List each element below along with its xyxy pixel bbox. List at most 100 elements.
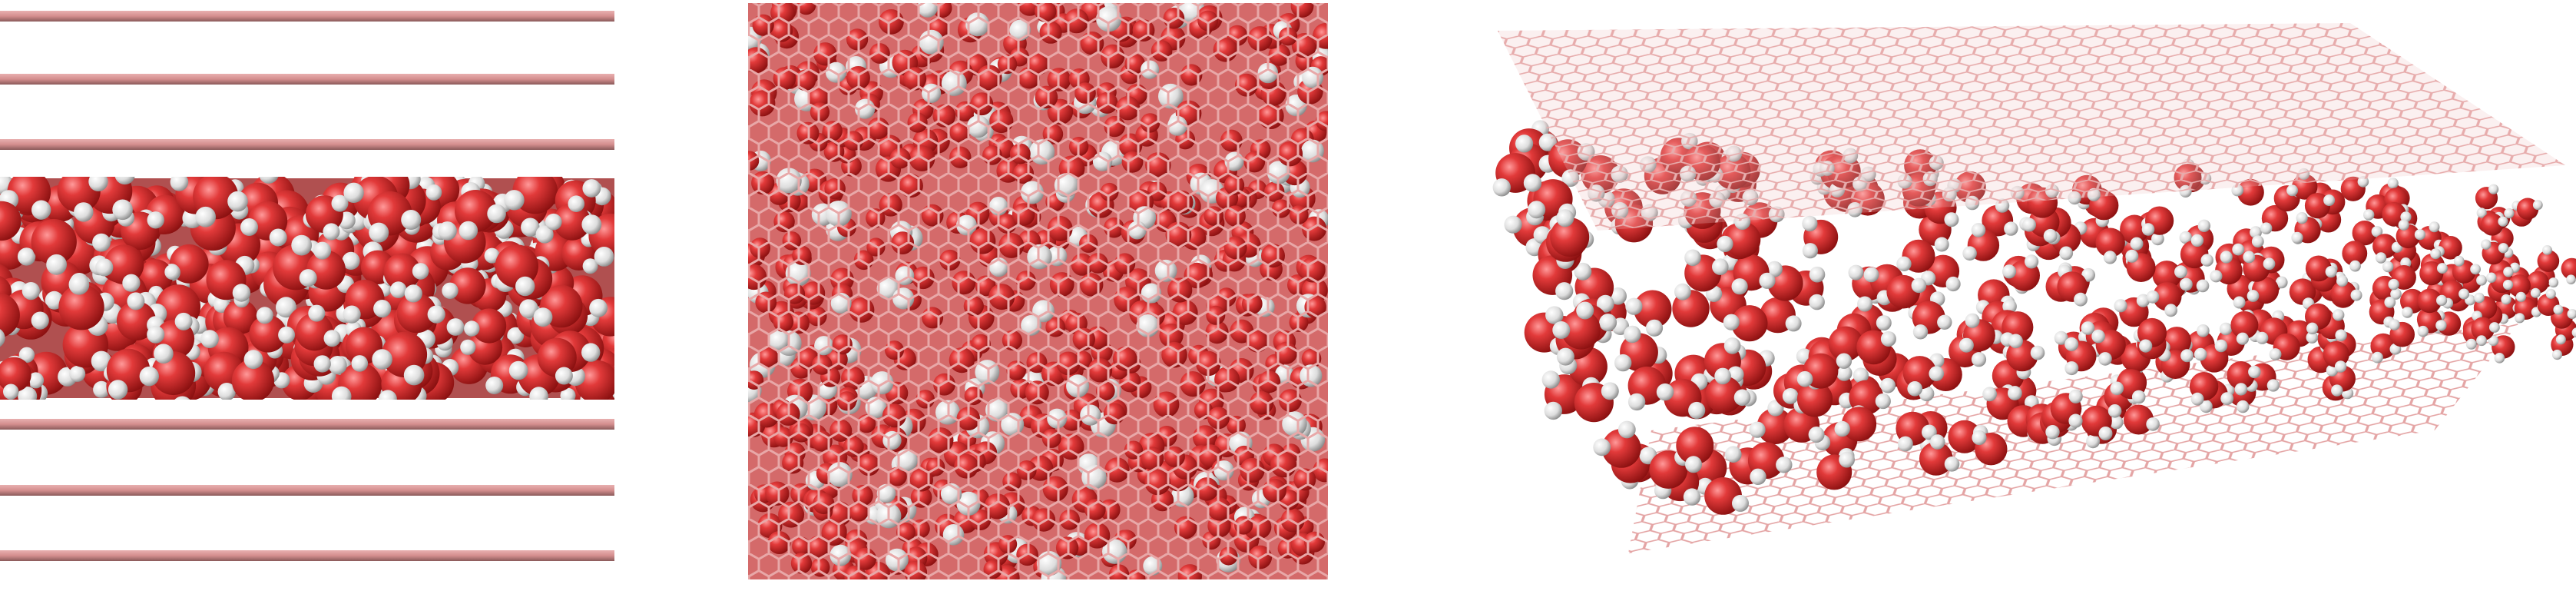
oxygen [1634,290,1672,328]
hydrogen [2180,277,2193,291]
hydrogen [2470,264,2482,275]
hydrogen [2275,276,2288,289]
hydrogen [2233,296,2246,309]
hydrogen [342,251,360,270]
hydrogen [343,305,361,324]
hydrogen [1809,294,1825,310]
hydrogen [2548,277,2559,288]
hydrogen [2232,243,2245,256]
oxygen [512,177,558,214]
hydrogen [2437,263,2448,274]
hydrogen [1934,237,1949,252]
hydrogen [2545,288,2556,299]
hydrogen [1834,420,1850,437]
hydrogen [2236,332,2249,345]
hydrogen [1731,278,1748,295]
hydrogen [1962,246,1977,261]
hydrogen [331,386,352,400]
hydrogen [1911,277,1927,294]
oxygen [2481,213,2504,236]
hydrogen [2555,334,2566,345]
hydrogen [1645,319,1664,337]
right-panel [1492,23,2576,553]
hydrogen [243,350,263,370]
hydrogen [1929,366,1944,382]
hydrogen [555,367,573,385]
hydrogen [1750,468,1766,485]
oxygen [472,308,507,344]
hydrogen [594,247,614,267]
hydrogen [22,282,40,300]
hydrogen [404,284,422,303]
hydrogen [2086,434,2101,449]
hydrogen [568,195,585,212]
hydrogen [2551,349,2563,360]
hydrogen [2488,335,2499,347]
hydrogen [401,210,422,230]
oxygen [2095,227,2125,257]
hydrogen [2068,389,2083,403]
hydrogen [2110,381,2124,396]
hydrogen [545,213,562,231]
hydrogen [1593,438,1611,457]
hydrogen [1515,134,1534,153]
hydrogen [164,264,180,280]
oxygen [396,293,437,334]
hydrogen [532,177,544,179]
hydrogen [1627,393,1646,411]
hydrogen [2064,361,2079,376]
hydrogen [519,299,538,319]
oxygen [2330,281,2357,307]
oxygen [2342,241,2368,267]
hydrogen [504,190,525,211]
hydrogen [2022,217,2036,232]
hydrogen [308,304,326,322]
hydrogen [31,200,51,220]
oxygen [58,284,104,330]
hydrogen [139,366,159,387]
oxygen [2305,255,2332,282]
hydrogen [174,396,190,400]
hydrogen [240,218,258,236]
oxygen [2516,198,2539,220]
hydrogen [582,258,598,274]
hydrogen [2474,292,2485,304]
hydrogen [2553,304,2564,315]
hydrogen [2286,184,2299,197]
hydrogen [200,330,219,348]
hydrogen [2008,386,2022,400]
oxygen [1561,310,1601,350]
oxygen [231,359,274,400]
hydrogen [313,241,332,260]
hydrogen [1725,446,1742,463]
hydrogen [1552,321,1571,339]
hydrogen [1802,243,1818,259]
hydrogen [2220,392,2234,405]
hydrogen [2125,249,2139,263]
oxygen [1550,217,1590,257]
hydrogen [93,380,111,398]
hydrogen [485,377,504,394]
hydrogen [2098,427,2113,440]
hydrogen [331,194,349,212]
hydrogen [2504,208,2515,219]
hydrogen [484,247,500,264]
hydrogen [2263,257,2276,271]
hydrogen [2398,219,2409,231]
hydrogen [2306,331,2319,344]
hydrogen [2291,231,2303,244]
hydrogen [2091,329,2105,344]
hydrogen [1492,178,1511,197]
hydrogen [1929,434,1945,450]
hydrogen [515,276,535,297]
oxygen [0,357,31,392]
hydrogen [2501,294,2511,305]
hydrogen [2389,319,2400,330]
hydrogen [91,350,112,372]
hydrogen [2256,331,2269,344]
hydrogen [1836,365,1853,381]
oxygen [104,244,144,284]
hydrogen [2567,309,2576,319]
hydrogen [2269,348,2282,360]
hydrogen [122,274,141,292]
